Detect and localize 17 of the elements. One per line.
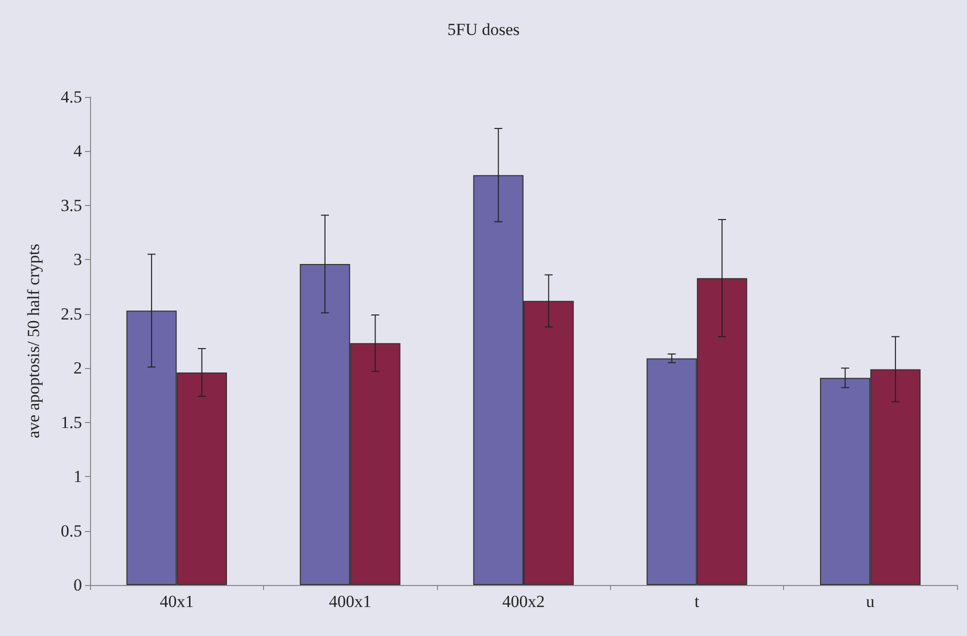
y-tick-label: 2.5 — [60, 304, 82, 324]
x-tick-label: u — [866, 592, 876, 611]
chart-title: 5FU doses — [447, 20, 520, 39]
y-tick-label: 1.5 — [60, 412, 82, 432]
y-axis-title: ave apoptosis/ 50 half crypts — [24, 244, 43, 438]
y-tick-label: 4.5 — [60, 88, 82, 106]
y-tick-label: 3 — [74, 250, 82, 270]
y-tick-label: 3.5 — [60, 196, 82, 215]
x-tick-label: 400x1 — [328, 592, 372, 611]
x-tick-label: 40x1 — [160, 592, 194, 611]
y-tick-label: 4 — [74, 142, 82, 161]
x-tick-label: t — [694, 592, 700, 611]
y-tick-label: 0 — [74, 576, 82, 594]
y-tick-label: 2 — [74, 358, 82, 378]
y-tick-label: 1 — [74, 467, 82, 486]
x-tick-label: 400x2 — [502, 592, 545, 611]
y-tick-label: 0.5 — [60, 521, 82, 540]
